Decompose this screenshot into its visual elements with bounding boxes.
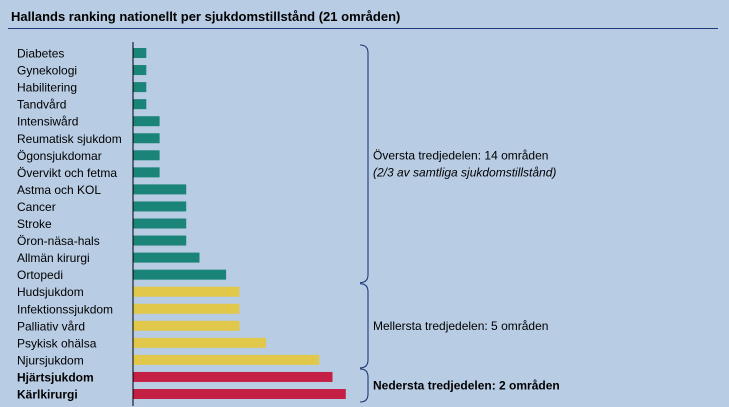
category-label: Cancer: [17, 200, 56, 214]
category-label: Kärlkirurgi: [17, 388, 78, 402]
bar-cancer: [133, 201, 187, 212]
category-label: Tandvård: [17, 98, 66, 112]
category-label: Stroke: [17, 217, 52, 231]
bar-öron-näsa-hals: [133, 235, 187, 246]
category-label: Infektionssjukdom: [17, 302, 113, 316]
bar-kärlkirurgi: [133, 389, 346, 399]
bar-stroke: [133, 218, 187, 229]
chart-title: Hallands ranking nationellt per sjukdoms…: [11, 9, 401, 24]
category-label: Ortopedi: [17, 268, 63, 282]
category-label: Hudsjukdom: [17, 285, 84, 299]
bar-gynekologi: [133, 65, 147, 76]
group-annotation-middle: Mellersta tredjedelen: 5 områden: [373, 319, 548, 333]
category-label: Allmän kirurgi: [17, 251, 90, 265]
category-label: Habilitering: [17, 81, 77, 95]
category-label: Psykisk ohälsa: [17, 336, 97, 350]
group-bracket-bottom: [359, 368, 369, 403]
group-annotation-bottom: Nedersta tredjedelen: 2 områden: [373, 378, 560, 392]
bar-astma-och-kol: [133, 184, 187, 195]
group-bracket-middle: [359, 283, 369, 369]
title-divider: [8, 28, 718, 29]
group-annotation-top: Översta tredjedelen: 14 områden: [373, 148, 548, 162]
category-label: Ögonsjukdomar: [17, 149, 102, 163]
bar-reumatisk-sjukdom: [133, 133, 160, 144]
category-label: Hjärtsjukdom: [17, 370, 94, 384]
bar-tandvård: [133, 99, 147, 110]
category-label: Övervikt och fetma: [17, 166, 117, 180]
category-label: Njursjukdom: [17, 353, 84, 367]
bar-ortopedi: [133, 269, 227, 280]
bar-hudsjukdom: [133, 286, 240, 297]
category-label: Intensiwård: [17, 115, 78, 129]
category-label: Palliativ vård: [17, 319, 85, 333]
bar-hjärtsjukdom: [133, 371, 333, 382]
bar-palliativ-vård: [133, 320, 240, 331]
category-label: Astma och KOL: [17, 183, 101, 197]
bar-intensiwård: [133, 116, 160, 127]
bar-övervikt-och-fetma: [133, 167, 160, 178]
bar-infektionssjukdom: [133, 303, 240, 314]
bar-njursjukdom: [133, 354, 320, 365]
category-label: Reumatisk sjukdom: [17, 132, 122, 146]
group-annotation-top: (2/3 av samtliga sjukdomstillstånd): [373, 165, 556, 179]
category-label: Diabetes: [17, 47, 64, 61]
bar-ögonsjukdomar: [133, 150, 160, 161]
bar-diabetes: [133, 48, 147, 58]
category-label: Gynekologi: [17, 64, 77, 78]
bar-psykisk-ohälsa: [133, 337, 266, 348]
category-label: Öron-näsa-hals: [17, 234, 100, 248]
bar-allmän-kirurgi: [133, 252, 200, 263]
bar-habilitering: [133, 82, 147, 93]
group-bracket-top: [359, 44, 369, 284]
